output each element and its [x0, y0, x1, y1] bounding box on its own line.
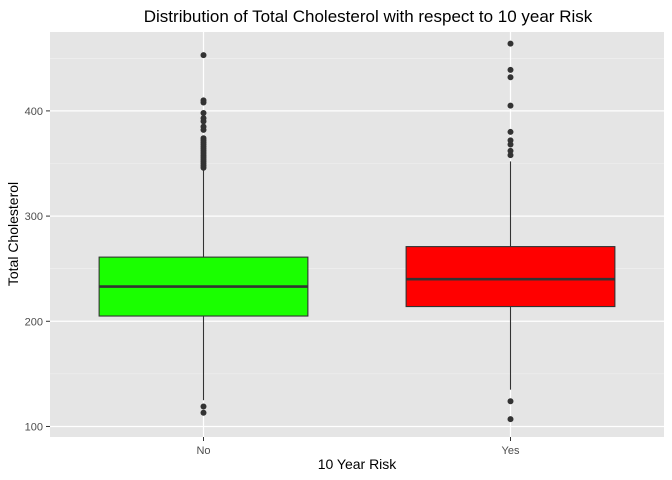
outlier-point — [507, 416, 514, 423]
x-tick-label: Yes — [502, 445, 520, 457]
outlier-point — [507, 398, 514, 405]
outlier-point — [200, 97, 207, 104]
outlier-point — [507, 141, 514, 148]
outlier-point — [507, 147, 514, 154]
y-tick-label: 300 — [25, 211, 43, 223]
plot-panel — [50, 32, 664, 437]
outlier-point — [200, 115, 207, 122]
y-tick-label: 100 — [25, 421, 43, 433]
x-tick-label: No — [196, 445, 210, 457]
x-axis-title: 10 Year Risk — [318, 456, 398, 472]
outlier-point — [200, 403, 207, 410]
box-no — [98, 52, 309, 416]
outlier-point — [507, 40, 514, 47]
outlier-point — [507, 137, 514, 144]
axis-layer: 100 200 300 400 No Yes — [25, 106, 520, 457]
chart-title: Distribution of Total Cholesterol with r… — [144, 7, 593, 26]
outlier-point — [200, 110, 207, 116]
box-iqr — [405, 246, 616, 308]
y-tick-label: 200 — [25, 316, 43, 328]
box-yes — [405, 40, 616, 423]
outlier-point — [507, 152, 514, 159]
outlier-point — [507, 74, 514, 81]
y-tick-label: 400 — [25, 106, 43, 118]
outlier-point — [200, 135, 207, 142]
outlier-point — [200, 52, 207, 59]
data-layer — [98, 40, 616, 423]
y-axis-title: Total Cholesterol — [5, 182, 21, 286]
outlier-point — [507, 102, 514, 109]
outlier-point — [200, 123, 207, 130]
outlier-point — [507, 66, 514, 73]
outlier-point — [507, 128, 514, 135]
outlier-point — [200, 409, 207, 416]
